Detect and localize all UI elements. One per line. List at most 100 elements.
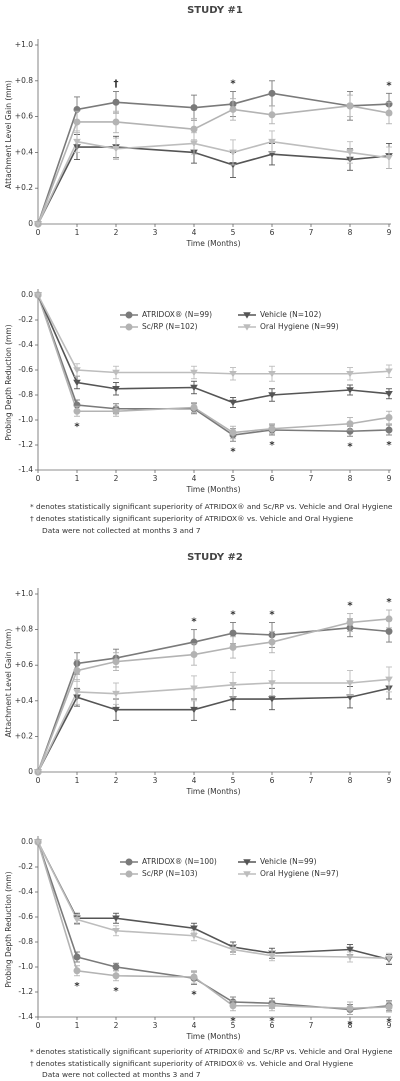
point-marker	[190, 140, 198, 148]
x-tick-label: 6	[270, 776, 275, 785]
x-tick-label: 0	[36, 776, 41, 785]
y-tick-label: +0.2	[15, 731, 33, 740]
y-tick-label: +1.0	[15, 589, 33, 598]
point-marker	[190, 932, 198, 940]
point-marker	[34, 292, 42, 299]
legend-label: Oral Hygiene (N=97)	[260, 869, 339, 878]
x-tick-label: 2	[114, 474, 119, 483]
legend-label: Oral Hygiene (N=99)	[260, 322, 339, 331]
x-tick-label: 1	[75, 1021, 80, 1030]
significance-marker: *	[230, 79, 236, 90]
point-marker	[268, 392, 276, 399]
significance-marker: *	[269, 440, 275, 451]
x-axis-label: Time (Months)	[185, 787, 240, 796]
significance-marker: *	[386, 1017, 392, 1028]
x-tick-label: 2	[114, 228, 119, 237]
y-tick-label: -0.8	[18, 937, 33, 946]
point-marker	[346, 420, 354, 428]
x-axis-label: Time (Months)	[185, 1032, 240, 1041]
series-line	[37, 678, 390, 773]
x-tick-label: 8	[348, 776, 353, 785]
point-marker	[385, 368, 393, 375]
y-tick-label: -1.0	[18, 962, 33, 971]
significance-marker: *	[74, 421, 80, 432]
point-marker	[73, 138, 81, 146]
significance-marker: *	[113, 986, 119, 997]
x-tick-label: 1	[75, 228, 80, 237]
point-marker	[190, 651, 198, 659]
series-line	[37, 841, 390, 1010]
point-marker	[346, 680, 354, 687]
study-heading: STUDY #2	[187, 552, 243, 563]
legend-label: Vehicle (N=99)	[260, 857, 317, 866]
point-marker	[229, 149, 237, 156]
series-line	[37, 92, 390, 225]
point-marker	[73, 407, 81, 415]
point-marker	[34, 769, 42, 776]
point-marker	[112, 963, 120, 971]
y-tick-label: -1.4	[18, 465, 33, 474]
significance-marker: *	[230, 1016, 236, 1027]
footnote: Data were not collected at months 3 and …	[42, 526, 201, 535]
series-line	[37, 294, 390, 434]
legend-marker	[243, 871, 251, 878]
x-tick-label: 9	[387, 228, 392, 237]
y-tick-label: -1.2	[18, 987, 33, 996]
significance-marker: *	[230, 446, 236, 457]
x-tick-label: 1	[75, 474, 80, 483]
significance-marker: *	[386, 597, 392, 608]
point-marker	[190, 104, 198, 112]
point-marker	[73, 367, 81, 374]
x-tick-label: 5	[231, 1021, 236, 1030]
point-marker	[112, 369, 120, 377]
significance-marker: *	[386, 440, 392, 451]
y-tick-label: -0.6	[18, 912, 33, 921]
significance-marker: †	[114, 79, 119, 90]
significance-marker: *	[269, 1016, 275, 1027]
series-line	[37, 140, 390, 225]
point-marker	[385, 1003, 393, 1011]
point-marker	[268, 151, 276, 158]
point-marker	[112, 927, 120, 935]
legend-marker	[243, 859, 251, 866]
point-marker	[385, 390, 393, 398]
x-tick-label: 9	[387, 776, 392, 785]
x-tick-label: 5	[231, 228, 236, 237]
footnote: Data were not collected at months 3 and …	[42, 1070, 201, 1079]
y-tick-label: +0.4	[15, 147, 33, 156]
y-tick-label: 0	[28, 219, 33, 228]
point-marker	[73, 118, 81, 126]
point-marker	[73, 689, 81, 696]
x-tick-label: 5	[231, 474, 236, 483]
point-marker	[346, 387, 354, 394]
point-marker	[346, 694, 354, 701]
legend-marker	[243, 312, 251, 319]
significance-marker: *	[386, 80, 392, 91]
y-axis-label: Probing Depth Reduction (mm)	[4, 871, 13, 987]
point-marker	[268, 1002, 276, 1010]
x-tick-label: 6	[270, 1021, 275, 1030]
footnote: * denotes statistically significant supe…	[30, 1047, 393, 1056]
point-marker	[190, 925, 198, 932]
point-marker	[190, 125, 198, 133]
significance-marker: *	[74, 981, 80, 992]
point-marker	[73, 967, 81, 975]
point-marker	[268, 370, 276, 378]
point-marker	[268, 425, 276, 433]
point-marker	[268, 89, 276, 97]
x-tick-label: 4	[192, 228, 197, 237]
point-marker	[229, 105, 237, 113]
series-line	[37, 618, 390, 773]
point-marker	[229, 629, 237, 637]
point-marker	[268, 138, 276, 146]
significance-marker: *	[347, 1020, 353, 1031]
point-marker	[34, 221, 42, 228]
point-marker	[229, 696, 237, 703]
significance-marker: *	[191, 990, 197, 1001]
point-marker	[385, 414, 393, 421]
x-tick-label: 7	[309, 228, 314, 237]
x-tick-label: 0	[36, 228, 41, 237]
point-marker	[112, 118, 120, 126]
